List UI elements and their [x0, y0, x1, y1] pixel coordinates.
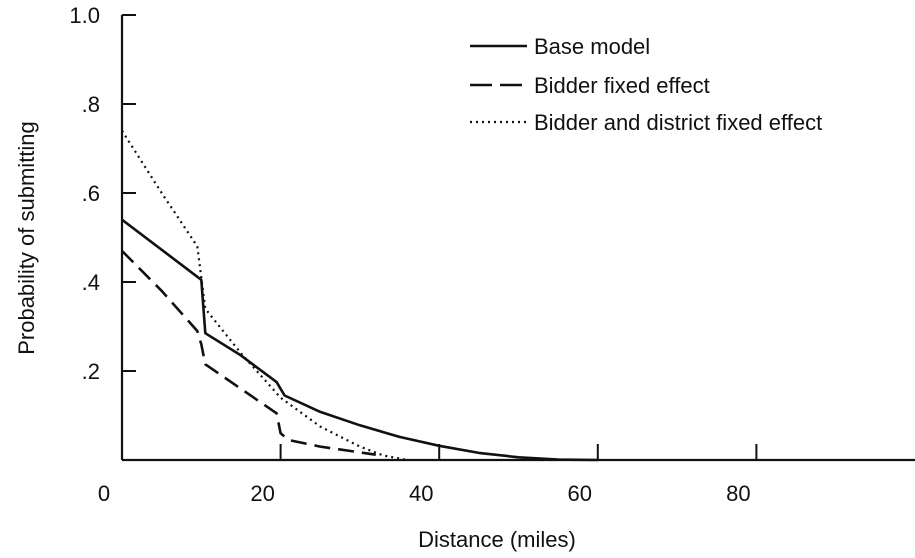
y-axis-title: Probability of submitting — [14, 121, 39, 355]
y-axis-ticks: .2 .4 .6 .8 1.0 — [69, 3, 136, 384]
y-tick-label: .6 — [82, 181, 100, 206]
series-line-1 — [121, 218, 598, 462]
legend-label-2: Bidder fixed effect — [534, 73, 710, 98]
x-tick-label: 20 — [250, 481, 274, 506]
legend-label-3: Bidder and district fixed effect — [534, 110, 822, 135]
chart-axes: 0 20 40 60 80 .2 .4 .6 .8 1.0 — [69, 3, 915, 506]
x-axis-ticks: 0 20 40 60 80 — [98, 444, 758, 506]
series-line-2 — [121, 249, 376, 456]
y-tick-label: .2 — [82, 359, 100, 384]
x-tick-label: 0 — [98, 481, 110, 506]
legend-label-1: Base model — [534, 34, 650, 59]
x-tick-label: 60 — [568, 481, 592, 506]
y-tick-label: .8 — [82, 92, 100, 117]
x-axis-title: Distance (miles) — [418, 527, 576, 552]
x-tick-label: 80 — [726, 481, 750, 506]
x-tick-label: 40 — [409, 481, 433, 506]
legend: Base model Bidder fixed effect Bidder and … — [470, 34, 822, 135]
y-tick-label: 1.0 — [69, 3, 100, 28]
y-tick-label: .4 — [82, 270, 100, 295]
series-lines — [121, 130, 598, 462]
